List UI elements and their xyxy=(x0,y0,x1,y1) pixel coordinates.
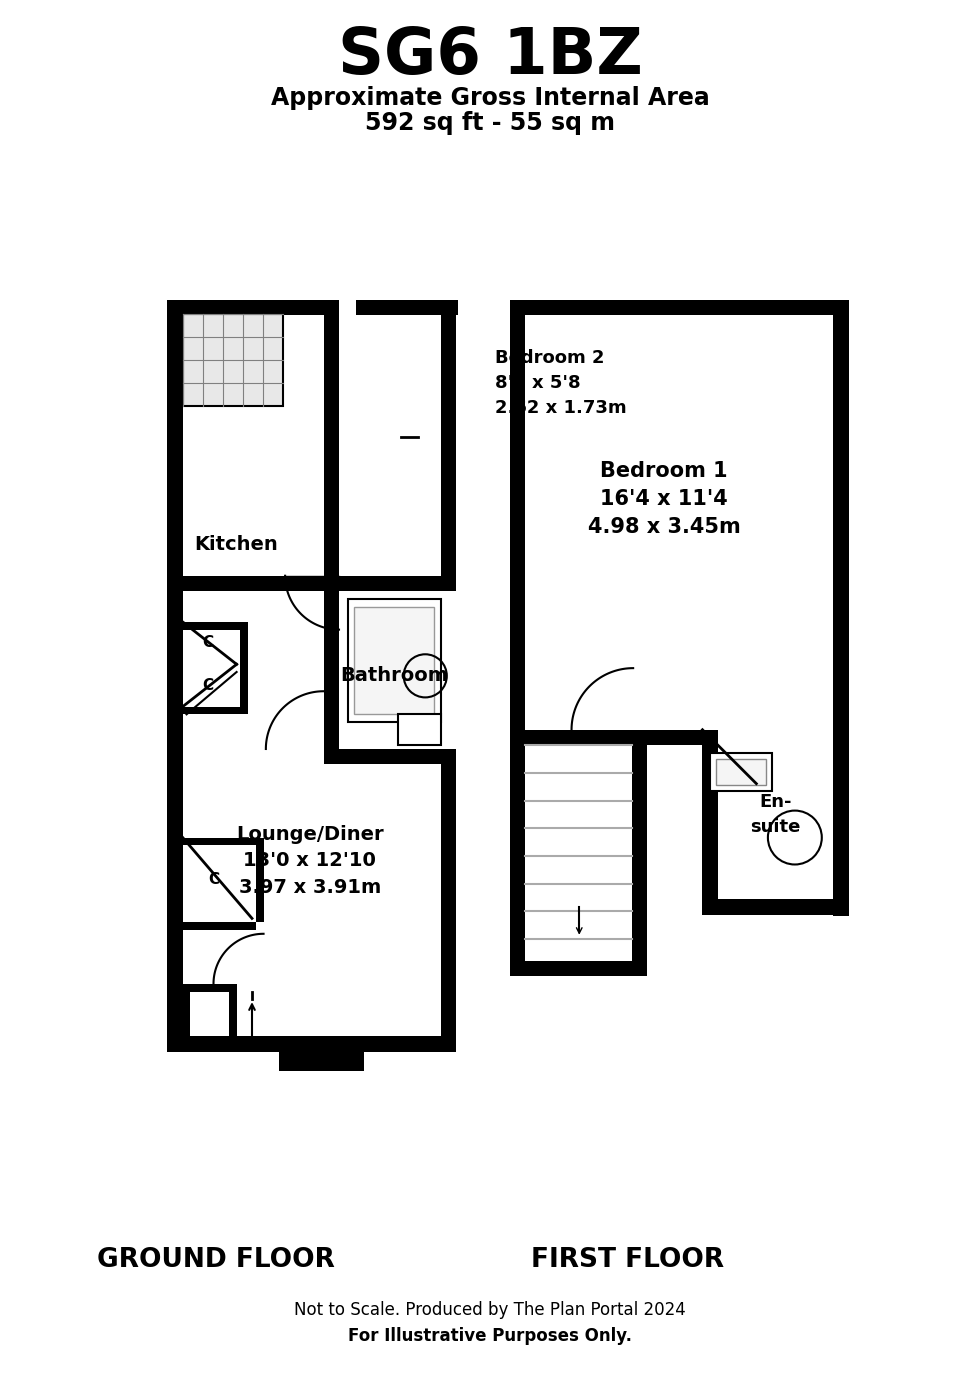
Text: Bedroom 1
16'4 x 11'4
4.98 x 3.45m: Bedroom 1 16'4 x 11'4 4.98 x 3.45m xyxy=(588,461,740,536)
Text: Bathroom: Bathroom xyxy=(340,666,449,686)
Bar xyxy=(182,983,190,1052)
Text: FIRST FLOOR: FIRST FLOOR xyxy=(530,1248,724,1273)
Bar xyxy=(833,300,849,743)
Text: En-
suite: En- suite xyxy=(751,793,801,835)
Bar xyxy=(441,300,456,577)
Text: Approximate Gross Internal Area: Approximate Gross Internal Area xyxy=(270,85,710,110)
Bar xyxy=(229,983,236,1052)
Bar xyxy=(279,1052,364,1071)
Bar xyxy=(182,707,240,714)
Text: C: C xyxy=(202,678,213,693)
Bar xyxy=(240,665,248,714)
Bar xyxy=(398,714,441,745)
Bar xyxy=(240,622,248,665)
Bar xyxy=(510,729,525,977)
Text: C: C xyxy=(208,872,220,887)
Bar xyxy=(510,300,525,729)
Bar xyxy=(356,300,417,316)
Bar xyxy=(710,753,772,791)
Bar xyxy=(632,729,647,977)
Bar xyxy=(355,606,434,714)
Bar xyxy=(348,599,441,722)
Bar xyxy=(441,764,456,1052)
Bar xyxy=(182,314,283,407)
Bar xyxy=(168,300,325,316)
Bar xyxy=(339,576,456,591)
Text: Bedroom 2
8'7 x 5'8
2.62 x 1.73m: Bedroom 2 8'7 x 5'8 2.62 x 1.73m xyxy=(495,349,626,418)
Bar xyxy=(182,622,240,630)
Bar xyxy=(703,729,717,915)
Bar xyxy=(510,300,849,316)
Bar xyxy=(703,900,849,915)
Bar xyxy=(182,983,229,992)
Bar xyxy=(287,1060,356,1071)
Bar xyxy=(510,961,635,977)
Text: SG6 1BZ: SG6 1BZ xyxy=(338,25,642,87)
Bar xyxy=(510,729,704,745)
Bar xyxy=(168,576,325,591)
Bar xyxy=(833,300,849,916)
Text: Lounge/Diner
13'0 x 12'10
3.97 x 3.91m: Lounge/Diner 13'0 x 12'10 3.97 x 3.91m xyxy=(236,824,383,897)
Text: C: C xyxy=(202,636,213,650)
Bar xyxy=(182,838,256,845)
Bar xyxy=(417,300,458,316)
Text: Not to Scale. Produced by The Plan Portal 2024: Not to Scale. Produced by The Plan Porta… xyxy=(294,1302,686,1319)
Text: 592 sq ft - 55 sq m: 592 sq ft - 55 sq m xyxy=(365,110,615,136)
Bar xyxy=(323,749,456,764)
Bar xyxy=(182,922,256,930)
Text: GROUND FLOOR: GROUND FLOOR xyxy=(97,1248,334,1273)
Bar xyxy=(323,300,339,577)
Text: Kitchen: Kitchen xyxy=(195,535,278,555)
Bar xyxy=(256,838,264,922)
Bar xyxy=(168,1037,456,1052)
Bar xyxy=(716,759,765,785)
Text: For Illustrative Purposes Only.: For Illustrative Purposes Only. xyxy=(348,1327,632,1344)
Bar xyxy=(323,576,339,764)
Bar xyxy=(168,300,182,1052)
